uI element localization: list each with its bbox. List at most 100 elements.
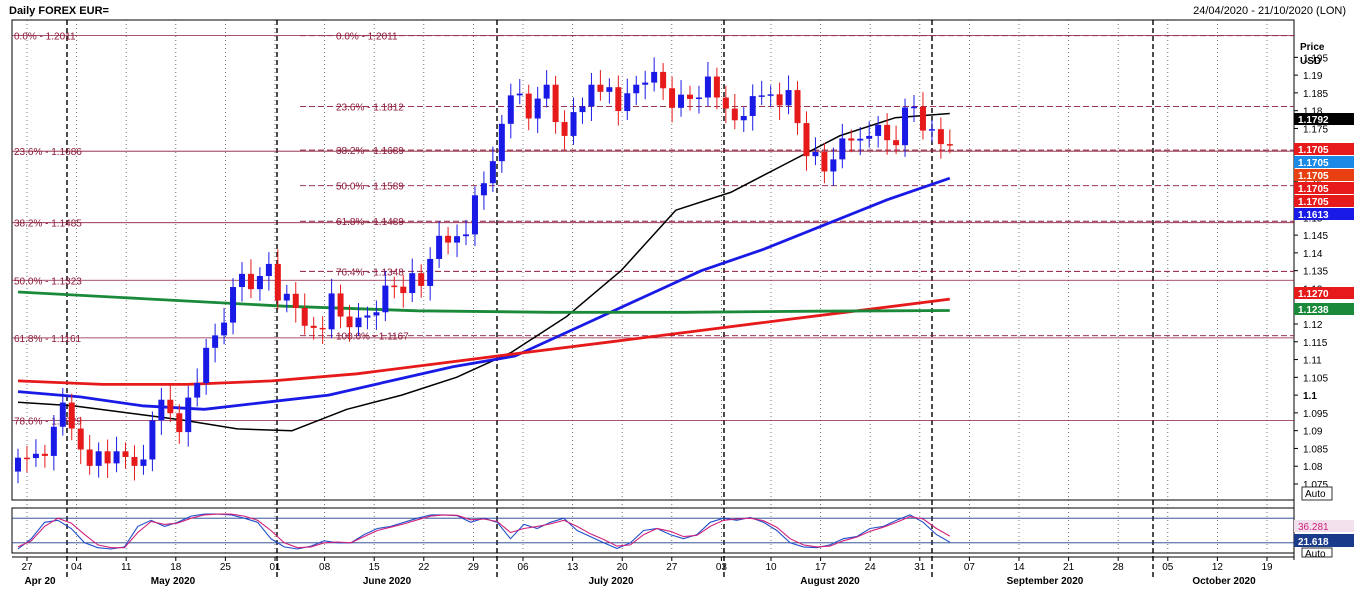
grid-lines bbox=[26, 20, 1268, 580]
candle-body bbox=[749, 96, 756, 116]
candle-body bbox=[579, 106, 586, 113]
price-box-label: 1.1705 bbox=[1298, 197, 1329, 208]
price-box bbox=[1294, 169, 1354, 181]
candle-body bbox=[624, 93, 631, 112]
date-tick-label: 24 bbox=[865, 562, 877, 573]
candle-body bbox=[570, 112, 577, 136]
candlesticks bbox=[15, 57, 953, 484]
candle-body bbox=[68, 402, 75, 429]
stoch-d-box bbox=[1294, 520, 1354, 532]
month-label: May 2020 bbox=[151, 576, 196, 587]
fib-left-label: 0.0% - 1.2011 bbox=[14, 32, 76, 43]
candle-body bbox=[731, 108, 738, 121]
candle-body bbox=[758, 95, 765, 97]
price-box-label: 1.1705 bbox=[1298, 184, 1329, 195]
ma-line-black bbox=[17, 112, 950, 432]
ma-line-green bbox=[17, 290, 950, 314]
date-tick-label: 20 bbox=[617, 562, 629, 573]
price-box bbox=[1294, 195, 1354, 207]
price-panel-border bbox=[11, 19, 1295, 501]
candle-body bbox=[615, 87, 622, 112]
candle-body bbox=[364, 315, 371, 318]
candle-body bbox=[875, 124, 882, 136]
candle-body bbox=[821, 151, 828, 172]
fib-right-label: 76.4% - 1.1348 bbox=[336, 267, 404, 278]
date-tick-label: 14 bbox=[1013, 562, 1025, 573]
candle-body bbox=[498, 123, 505, 162]
stoch-line bbox=[17, 513, 951, 549]
candle-body bbox=[830, 159, 837, 172]
candle-body bbox=[131, 456, 138, 466]
fib-left-label: 23.6% - 1.1686 bbox=[14, 147, 82, 158]
candle-body bbox=[651, 71, 658, 83]
candle-body bbox=[642, 82, 649, 85]
candle-body bbox=[902, 107, 909, 146]
candle-body bbox=[776, 94, 783, 106]
candle-body bbox=[409, 273, 416, 294]
candle-body bbox=[606, 87, 613, 92]
candle-body bbox=[247, 273, 254, 290]
stoch-k-value: 21.618 bbox=[1298, 537, 1329, 548]
price-tick-label: 1.135 bbox=[1303, 267, 1328, 278]
candle-body bbox=[23, 457, 30, 460]
candle-body bbox=[167, 399, 174, 414]
price-tick-label: 1.19 bbox=[1303, 71, 1323, 82]
candle-body bbox=[256, 276, 263, 290]
candle-body bbox=[489, 161, 496, 184]
price-tick-label: 1.195 bbox=[1303, 53, 1328, 64]
date-tick-label: 29 bbox=[468, 562, 480, 573]
candle-body bbox=[427, 258, 434, 286]
month-label: August 2020 bbox=[800, 576, 860, 587]
chart-title: Daily FOREX EUR= bbox=[9, 5, 109, 17]
auto-scale-button[interactable] bbox=[1301, 486, 1333, 501]
date-tick-label: 17 bbox=[815, 562, 827, 573]
candle-body bbox=[400, 286, 407, 294]
candle-body bbox=[937, 129, 944, 145]
price-box-label: 1.1238 bbox=[1298, 305, 1329, 316]
candle-body bbox=[86, 449, 93, 466]
date-range: 24/04/2020 - 21/10/2020 (LON) bbox=[1193, 5, 1346, 17]
candle-body bbox=[848, 138, 855, 141]
month-label: October 2020 bbox=[1192, 576, 1256, 587]
candle-body bbox=[292, 293, 299, 308]
price-tick-label: 1.12 bbox=[1303, 320, 1323, 331]
fib-right-label: 100.0% - 1.1167 bbox=[336, 332, 409, 343]
date-tick-label: 22 bbox=[418, 562, 430, 573]
candle-body bbox=[239, 273, 245, 288]
date-tick-label: 27 bbox=[666, 562, 678, 573]
candle-body bbox=[15, 457, 21, 472]
price-tick-label: 1.11 bbox=[1303, 356, 1322, 367]
date-tick-label: 04 bbox=[71, 562, 83, 573]
stoch-auto-button[interactable] bbox=[1301, 547, 1333, 558]
price-tick-label: 1.115 bbox=[1303, 338, 1328, 349]
moving-averages bbox=[17, 112, 951, 432]
fib-right-label: 0.0% - 1.2011 bbox=[336, 32, 398, 43]
price-box bbox=[1294, 287, 1354, 299]
date-tick-label: 07 bbox=[964, 562, 976, 573]
candle-body bbox=[946, 144, 953, 146]
candle-body bbox=[919, 106, 926, 131]
candle-body bbox=[713, 76, 720, 98]
candle-body bbox=[534, 98, 541, 119]
date-tick-label: 03 bbox=[716, 562, 728, 573]
candle-body bbox=[552, 84, 559, 123]
date-tick-label: 27 bbox=[21, 562, 33, 573]
price-tick-label: 1.09 bbox=[1303, 427, 1323, 438]
price-box bbox=[1294, 303, 1354, 315]
candle-body bbox=[516, 93, 523, 96]
date-tick-label: 31 bbox=[914, 562, 926, 573]
fib-left-label: 61.8% - 1.1161 bbox=[14, 334, 82, 345]
price-boxes: 1.1792 1.1705 1.1705 1.1705 1.1705 1.1705 1.16… bbox=[1294, 113, 1354, 316]
candle-body bbox=[382, 285, 389, 313]
candle-body bbox=[839, 138, 846, 160]
candle-body bbox=[355, 317, 362, 328]
candle-body bbox=[794, 90, 801, 124]
candle-body bbox=[911, 106, 917, 109]
ma-line-red bbox=[17, 297, 950, 386]
fib-right-label: 23.6% - 1.1812 bbox=[336, 102, 404, 113]
candle-body bbox=[695, 97, 702, 100]
month-label: June 2020 bbox=[363, 576, 412, 587]
candle-body bbox=[346, 316, 353, 328]
